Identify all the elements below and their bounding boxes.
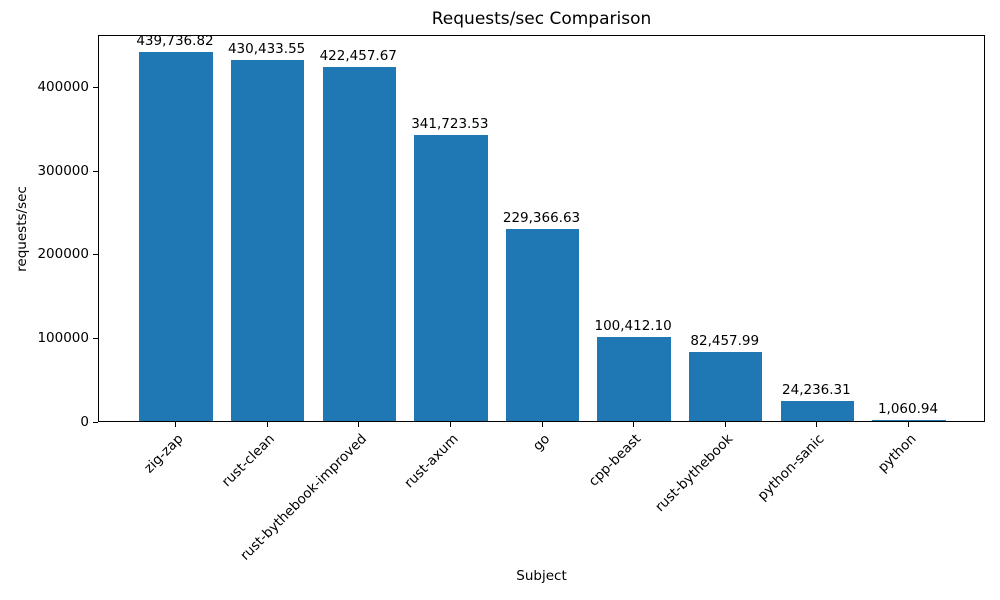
x-tick-label-rust-clean: rust-clean xyxy=(218,431,278,491)
y-tick-mark xyxy=(93,338,98,340)
bar-rust-clean xyxy=(230,60,305,421)
y-tick-label: 400000 xyxy=(37,78,89,95)
bar-value-label: 341,723.53 xyxy=(411,115,489,132)
x-tick-label-zig-zap: zig-zap xyxy=(140,431,187,477)
bar-rust-bythebook-improved xyxy=(322,66,396,421)
bar-python xyxy=(872,420,946,421)
y-tick-label: 200000 xyxy=(37,246,89,263)
x-tick-mark xyxy=(908,422,910,427)
y-tick-label: 0 xyxy=(80,414,89,430)
x-tick-label-python-sanic: python-sanic xyxy=(754,431,828,504)
x-tick-mark xyxy=(724,422,726,427)
bar-value-label: 24,236.31 xyxy=(782,381,851,398)
x-tick-label-cpp-beast: cpp-beast xyxy=(585,431,645,490)
y-tick-mark xyxy=(93,422,98,423)
y-tick-mark xyxy=(93,170,98,172)
bar-python-sanic xyxy=(780,400,855,421)
bar-rust-bythebook xyxy=(689,351,763,421)
bar-zig-zap xyxy=(139,52,213,421)
x-tick-label-rust-axum: rust-axum xyxy=(400,431,462,492)
x-tick-mark xyxy=(633,422,635,427)
bar-rust-axum xyxy=(414,134,488,421)
y-tick-label: 300000 xyxy=(37,162,89,179)
x-tick-label-python: python xyxy=(874,431,920,476)
bar-value-label: 422,457.67 xyxy=(319,47,397,64)
bar-value-label: 430,433.55 xyxy=(227,41,306,58)
bar-value-label: 439,736.82 xyxy=(136,33,214,50)
plot-area xyxy=(98,35,985,422)
x-tick-label-rust-bythebook: rust-bythebook xyxy=(651,431,737,516)
y-tick-mark xyxy=(93,254,98,256)
bar-value-label: 82,457.99 xyxy=(690,332,760,349)
bar-cpp-beast xyxy=(597,336,671,421)
bar-go xyxy=(505,228,580,421)
y-tick-label: 100000 xyxy=(37,330,89,347)
bar-value-label: 100,412.10 xyxy=(594,317,672,334)
x-tick-mark xyxy=(358,422,360,427)
x-tick-mark xyxy=(174,422,176,427)
x-tick-mark xyxy=(266,422,268,427)
bar-value-label: 1,060.94 xyxy=(877,401,939,418)
x-tick-mark xyxy=(816,422,818,427)
bar-value-label: 229,366.63 xyxy=(502,209,581,226)
x-tick-mark xyxy=(449,422,451,427)
y-tick-mark xyxy=(93,86,98,88)
x-tick-mark xyxy=(541,422,543,427)
y-axis-label: requests/sec xyxy=(14,186,30,272)
x-tick-label-go: go xyxy=(529,431,553,455)
chart-title: Requests/sec Comparison xyxy=(431,9,652,29)
x-axis-label: Subject xyxy=(516,568,567,584)
